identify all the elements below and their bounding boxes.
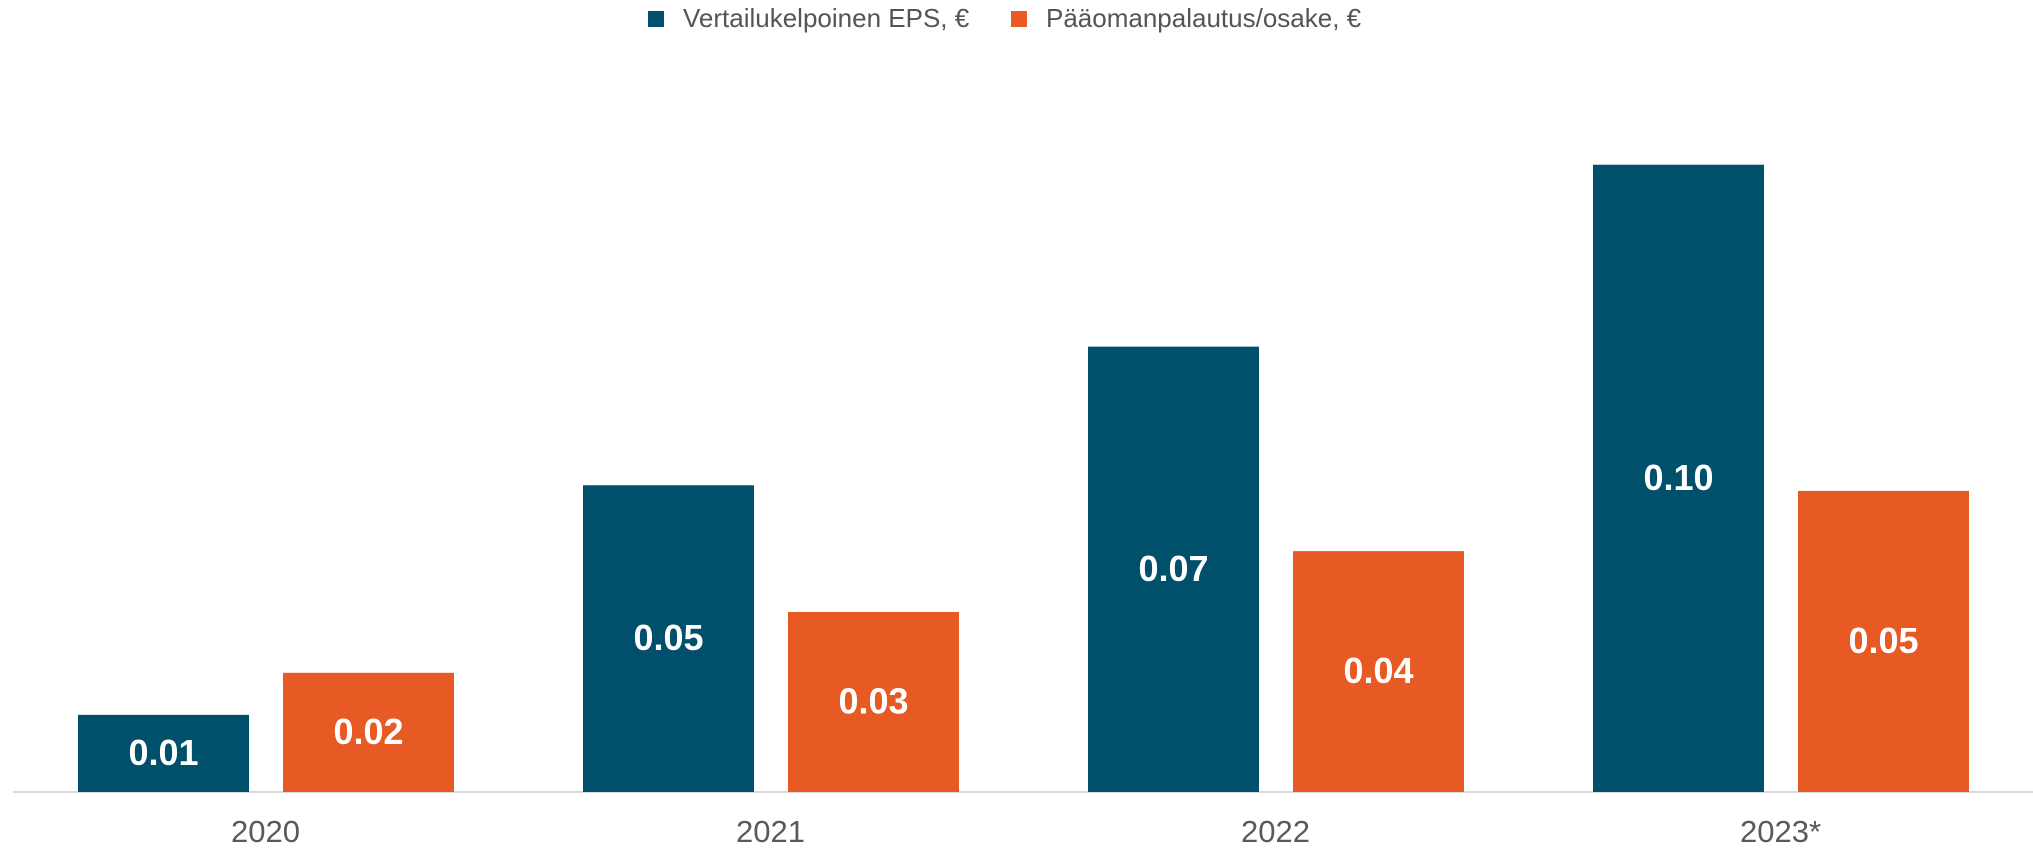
value-label: 0.05: [633, 617, 703, 658]
value-label: 0.01: [128, 732, 198, 773]
value-label: 0.07: [1138, 548, 1208, 589]
legend-marker: [1011, 11, 1027, 27]
legend-label: Vertailukelpoinen EPS, €: [683, 3, 970, 33]
bar: [1088, 346, 1259, 792]
bar: [283, 672, 454, 792]
x-tick-label: 2021: [736, 814, 805, 849]
value-label: 0.02: [333, 711, 403, 752]
legend-label: Pääomanpalautus/osake, €: [1046, 3, 1362, 33]
legend-marker: [648, 11, 664, 27]
bar: [1798, 490, 1969, 792]
bar: [78, 714, 249, 792]
bar: [788, 611, 959, 792]
x-tick-label: 2022: [1241, 814, 1310, 849]
bar: [1593, 164, 1764, 792]
x-tick-label: 2020: [231, 814, 300, 849]
bar: [1293, 551, 1464, 792]
x-tick-label: 2023*: [1740, 814, 1821, 849]
bar: [583, 485, 754, 792]
value-label: 0.10: [1643, 457, 1713, 498]
value-label: 0.03: [838, 681, 908, 722]
value-label: 0.04: [1343, 650, 1413, 691]
value-label: 0.05: [1848, 620, 1918, 661]
